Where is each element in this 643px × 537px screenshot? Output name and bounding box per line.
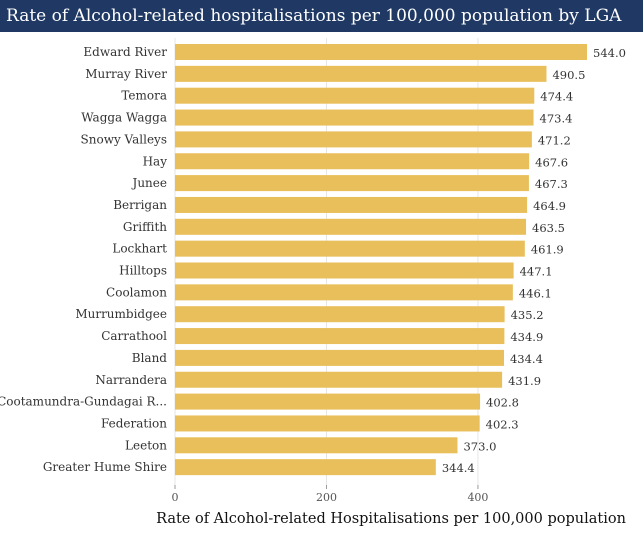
value-label: 435.2 — [511, 308, 544, 322]
value-label: 544.0 — [593, 46, 626, 60]
value-label: 446.1 — [519, 286, 552, 300]
bar[interactable] — [175, 371, 503, 388]
value-label: 431.9 — [508, 374, 541, 388]
bar[interactable] — [175, 44, 587, 60]
bar[interactable] — [175, 65, 547, 82]
category-label: Edward River — [83, 45, 167, 59]
category-label: Wagga Wagga — [81, 111, 167, 125]
value-label: 474.4 — [540, 90, 573, 104]
x-tick-label: 400 — [467, 491, 488, 504]
bar-layer — [175, 44, 587, 476]
value-label: 471.2 — [538, 133, 571, 147]
category-label: Lockhart — [112, 242, 167, 256]
value-label: 373.0 — [463, 439, 496, 453]
bar[interactable] — [175, 87, 535, 104]
bar[interactable] — [175, 262, 514, 279]
x-tick-label: 0 — [172, 491, 179, 504]
bar[interactable] — [175, 349, 504, 366]
bar-chart: Edward River 544.0 Murray River 490.5 Temora… — [0, 38, 626, 527]
bar[interactable] — [175, 240, 525, 257]
category-label: Berrigan — [113, 198, 167, 212]
label-layer: Edward River 544.0 Murray River 490.5 Temora… — [0, 45, 626, 475]
value-label: 490.5 — [552, 68, 585, 82]
value-label: 402.3 — [486, 417, 519, 431]
category-label: Leeton — [125, 438, 167, 452]
value-label: 467.6 — [535, 155, 568, 169]
value-label: 464.9 — [533, 199, 566, 213]
bar[interactable] — [175, 131, 532, 148]
bar[interactable] — [175, 284, 513, 301]
value-label: 467.3 — [535, 177, 568, 191]
value-label: 344.4 — [442, 461, 475, 475]
category-label: Cootamundra-Gundagai R... — [0, 395, 167, 409]
x-axis: 0 200 400 — [172, 485, 488, 504]
category-label: Coolamon — [106, 285, 167, 299]
category-label: Murrumbidgee — [75, 307, 167, 321]
x-tick-label: 200 — [316, 491, 337, 504]
value-label: 461.9 — [531, 243, 564, 257]
value-label: 447.1 — [520, 265, 553, 279]
bar[interactable] — [175, 153, 530, 170]
bar[interactable] — [175, 328, 505, 345]
bar[interactable] — [175, 459, 436, 476]
bar[interactable] — [175, 393, 481, 410]
bar[interactable] — [175, 196, 528, 213]
category-label: Bland — [132, 351, 168, 365]
category-label: Narrandera — [95, 373, 167, 387]
chart-title: Rate of Alcohol-related hospitalisations… — [0, 0, 643, 32]
value-label: 434.9 — [510, 330, 543, 344]
bar[interactable] — [175, 437, 458, 454]
category-label: Federation — [101, 416, 167, 430]
value-label: 434.4 — [510, 352, 543, 366]
category-label: Temora — [121, 89, 167, 103]
category-label: Carrathool — [101, 329, 167, 343]
bar[interactable] — [175, 415, 480, 432]
category-label: Hay — [143, 154, 168, 168]
value-label: 473.4 — [540, 112, 573, 126]
value-label: 463.5 — [532, 221, 565, 235]
bar[interactable] — [175, 218, 527, 235]
category-label: Snowy Valleys — [81, 132, 167, 146]
category-label: Murray River — [85, 67, 167, 81]
bar[interactable] — [175, 306, 505, 323]
category-label: Hilltops — [119, 264, 167, 278]
x-axis-title: Rate of Alcohol-related Hospitalisations… — [156, 511, 626, 527]
bar[interactable] — [175, 175, 529, 192]
value-label: 402.8 — [486, 396, 519, 410]
bar[interactable] — [175, 109, 534, 126]
category-label: Greater Hume Shire — [43, 460, 167, 474]
category-label: Griffith — [123, 220, 167, 234]
category-label: Junee — [131, 176, 167, 190]
